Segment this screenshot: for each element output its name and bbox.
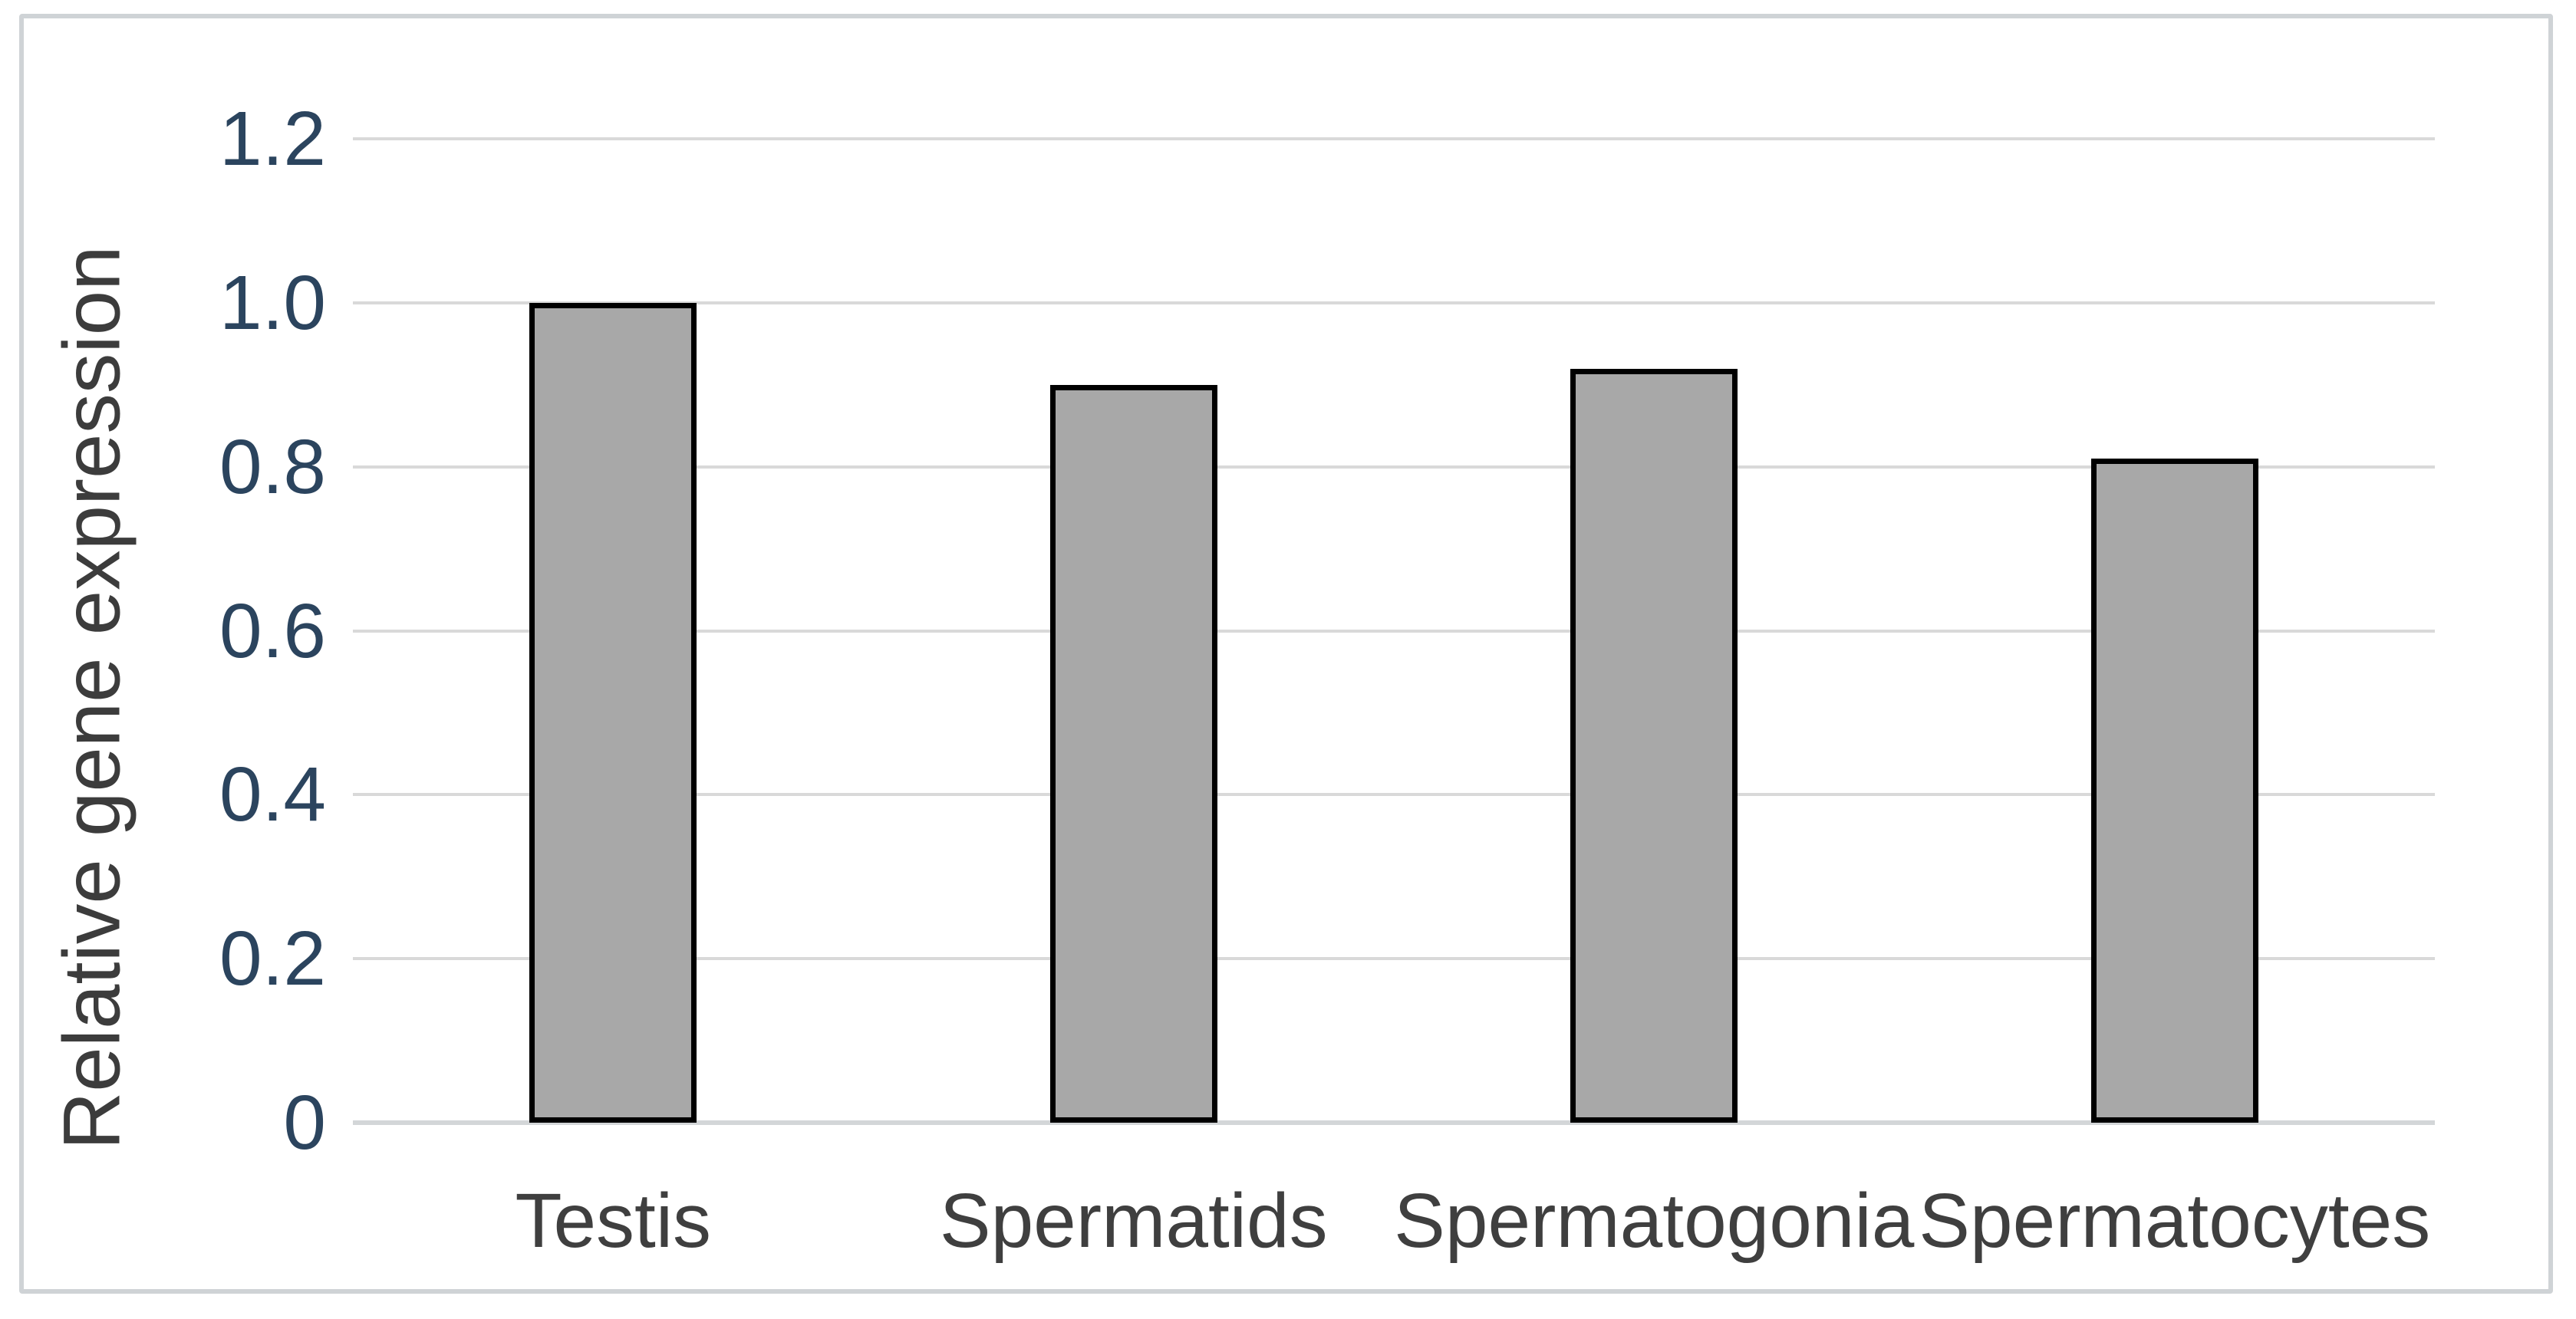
- y-tick-label-0.8: 0.8: [219, 423, 326, 510]
- y-tick-label-1.0: 1.0: [219, 260, 326, 346]
- x-axis-line: [353, 1120, 2435, 1125]
- gridline-0.6: [353, 629, 2435, 633]
- bar-spermatogonia: [1570, 368, 1738, 1123]
- y-tick-label-0.4: 0.4: [219, 752, 326, 838]
- y-tick-label-0: 0: [283, 1080, 326, 1166]
- x-category-label-spermatids: Spermatids: [939, 1178, 1328, 1264]
- gridline-1.2: [353, 137, 2435, 141]
- bar-testis: [529, 303, 697, 1123]
- gridline-1.0: [353, 301, 2435, 304]
- y-tick-label-0.6: 0.6: [219, 587, 326, 674]
- bar-spermatids: [1049, 384, 1217, 1123]
- gridline-0.2: [353, 957, 2435, 961]
- y-axis-title: Relative gene expression: [47, 245, 137, 1150]
- x-category-label-testis: Testis: [515, 1178, 712, 1264]
- x-category-label-spermatocytes: Spermatocytes: [1919, 1178, 2431, 1264]
- y-tick-label-1.2: 1.2: [219, 96, 326, 183]
- bar-spermatocytes: [2090, 459, 2258, 1123]
- x-category-label-spermatogonia: Spermatogonia: [1394, 1178, 1915, 1264]
- gridline-0.4: [353, 793, 2435, 797]
- y-tick-label-0.2: 0.2: [219, 916, 326, 1002]
- gridline-0.8: [353, 465, 2435, 469]
